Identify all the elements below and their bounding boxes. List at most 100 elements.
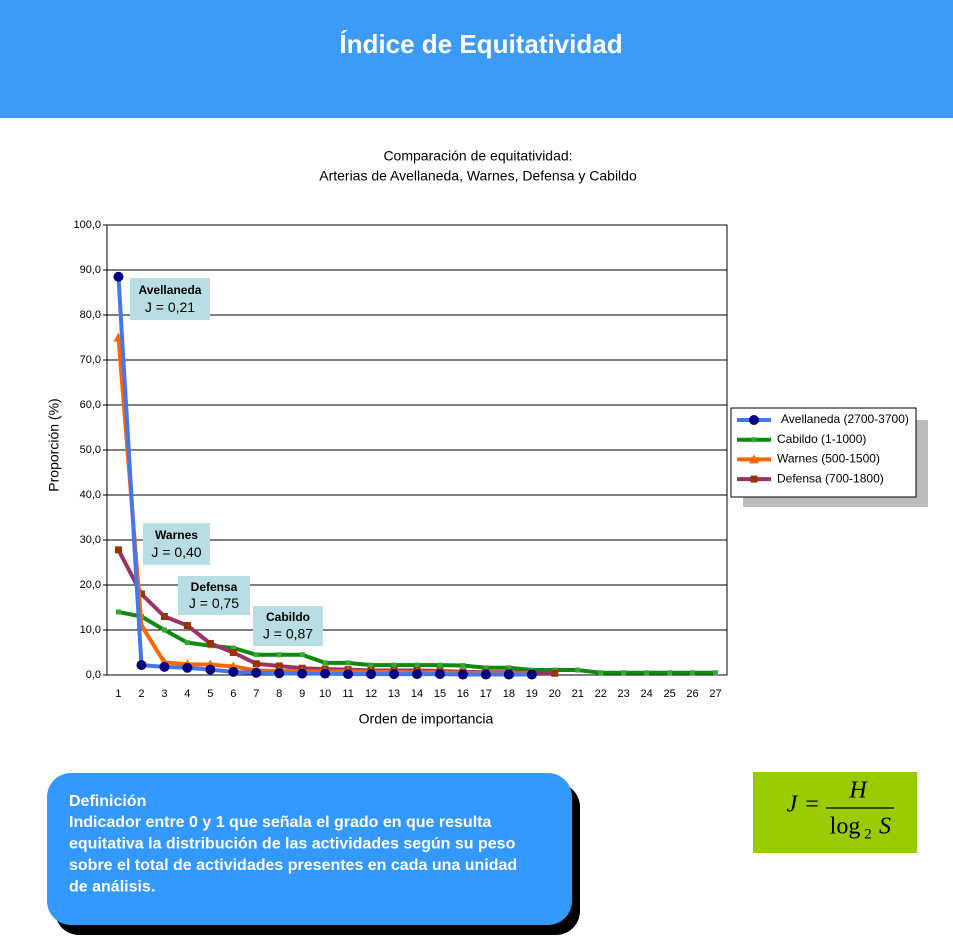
- x-tick-label: 22: [595, 688, 607, 700]
- legend-label: Warnes (500-1500): [777, 452, 880, 466]
- marker: [343, 669, 354, 680]
- marker: [113, 271, 124, 282]
- definition-line: equitativa la distribución de las activi…: [69, 836, 516, 853]
- formula-lhs: J: [787, 792, 799, 818]
- x-tick-label: 26: [686, 688, 698, 700]
- definition-title: Definición: [69, 793, 146, 810]
- legend-label: Defensa (700-1800): [777, 471, 884, 485]
- x-tick-label: 20: [549, 688, 561, 700]
- marker: [644, 670, 650, 676]
- y-tick-label: 10,0: [80, 624, 101, 636]
- x-tick-label: 11: [342, 688, 353, 700]
- annotation-title: Defensa: [191, 580, 238, 594]
- annotation-box: [178, 576, 250, 615]
- marker: [183, 622, 191, 629]
- x-tick-label: 15: [434, 688, 446, 700]
- x-tick-label: 2: [138, 688, 144, 700]
- x-tick-label: 3: [161, 688, 167, 700]
- annotation-box: [253, 606, 323, 646]
- marker: [437, 662, 443, 668]
- marker: [205, 664, 216, 675]
- marker: [161, 627, 167, 633]
- page-title: Índice de Equitatividad: [339, 29, 622, 59]
- marker: [184, 640, 190, 646]
- x-tick-label: 14: [411, 688, 423, 700]
- legend-marker: [750, 475, 758, 483]
- marker: [206, 640, 214, 647]
- marker: [483, 665, 489, 671]
- x-tick-label: 9: [299, 688, 305, 700]
- formula-arg: S: [879, 814, 891, 840]
- definition-box: [47, 773, 572, 925]
- marker: [414, 662, 420, 668]
- y-tick-label: 30,0: [80, 534, 101, 546]
- x-tick-label: 5: [207, 688, 213, 700]
- y-tick-label: 40,0: [80, 489, 101, 501]
- marker: [159, 661, 170, 672]
- marker: [526, 669, 537, 680]
- marker: [667, 670, 673, 676]
- marker: [320, 668, 331, 679]
- legend-marker: [749, 454, 759, 464]
- marker: [297, 668, 308, 679]
- x-tick-label: 19: [526, 688, 538, 700]
- x-tick-label: 8: [276, 688, 282, 700]
- marker: [366, 669, 377, 680]
- x-tick-label: 25: [663, 688, 675, 700]
- x-tick-label: 6: [230, 688, 236, 700]
- marker: [412, 669, 422, 680]
- annotation-box: [143, 523, 210, 565]
- marker: [621, 670, 627, 676]
- marker: [230, 645, 236, 651]
- formula-eq: =: [805, 792, 819, 818]
- marker: [368, 662, 374, 668]
- legend-label: Cabildo (1-1000): [777, 432, 866, 446]
- definition-line: de análisis.: [69, 879, 155, 896]
- legend-label: Avellaneda (2700-3700): [781, 412, 909, 426]
- marker: [460, 663, 466, 669]
- marker: [322, 660, 328, 666]
- x-tick-label: 17: [480, 688, 492, 700]
- marker: [228, 666, 239, 677]
- marker: [251, 667, 262, 678]
- y-tick-label: 100,0: [73, 219, 101, 231]
- y-tick-label: 0,0: [86, 669, 101, 681]
- marker: [457, 669, 468, 680]
- marker: [551, 669, 559, 677]
- marker: [114, 546, 122, 554]
- definition-line: Indicador entre 0 y 1 que señala el grad…: [69, 814, 491, 831]
- x-tick-label: 23: [618, 688, 630, 700]
- marker: [713, 670, 719, 676]
- x-axis-label: Orden de importancia: [359, 711, 494, 727]
- legend-marker: [751, 437, 757, 443]
- marker: [182, 662, 193, 673]
- marker: [274, 668, 285, 679]
- y-axis-label: Proporción (%): [46, 398, 62, 491]
- annotation-text: J = 0,75: [189, 595, 239, 611]
- annotation-text: J = 0,87: [263, 626, 313, 642]
- marker: [137, 590, 145, 598]
- marker: [389, 669, 400, 680]
- x-tick-label: 7: [253, 688, 259, 700]
- annotation-box: [130, 278, 210, 320]
- marker: [434, 669, 445, 680]
- legend: [730, 407, 917, 498]
- chart-title: Comparación de equitatividad:: [383, 148, 572, 164]
- formula-box: [753, 772, 917, 853]
- annotation-title: Cabildo: [266, 610, 310, 624]
- header-band: [0, 0, 953, 118]
- x-tick-label: 27: [709, 688, 721, 700]
- marker: [229, 649, 237, 656]
- marker: [252, 660, 260, 668]
- formula-num: H: [848, 778, 868, 804]
- marker: [160, 613, 168, 620]
- x-tick-label: 1: [115, 688, 121, 700]
- x-tick-label: 12: [365, 688, 377, 700]
- y-tick-label: 60,0: [80, 399, 101, 411]
- y-tick-label: 50,0: [80, 444, 101, 456]
- chart-title: Arterias de Avellaneda, Warnes, Defensa …: [319, 168, 637, 184]
- marker: [136, 660, 147, 671]
- marker: [253, 652, 259, 658]
- x-tick-label: 10: [319, 688, 331, 700]
